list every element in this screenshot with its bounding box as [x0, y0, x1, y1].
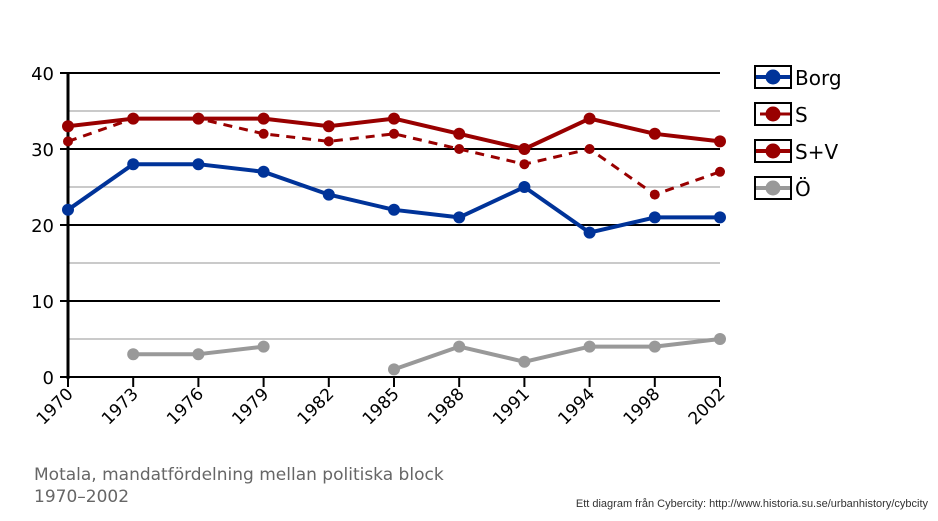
legend-label: Ö [795, 177, 811, 201]
data-point-S+V [127, 112, 140, 125]
x-tick-label: 1979 [228, 384, 273, 429]
data-point-Borg [714, 211, 726, 224]
data-point-S [519, 159, 530, 170]
data-point-S+V [518, 143, 531, 155]
data-point-S [649, 189, 660, 200]
data-point-S+V [62, 120, 74, 133]
data-point-S [584, 144, 595, 154]
x-tick-label: 1973 [98, 384, 143, 429]
series-line-Borg [66, 162, 720, 235]
data-point-Borg [322, 188, 335, 201]
data-point-S+V [583, 112, 596, 125]
data-point-Borg [453, 211, 466, 224]
data-point-Ö [518, 355, 531, 368]
data-point-S [258, 128, 269, 139]
data-point-Borg [192, 158, 205, 171]
x-tick-label: 1982 [294, 384, 339, 429]
data-point-Ö [257, 340, 270, 353]
y-tick-label: 30 [31, 140, 54, 161]
legend-marker [765, 106, 781, 122]
legend-label: S+V [795, 140, 838, 164]
data-point-Borg [518, 181, 531, 193]
data-point-Borg [388, 203, 400, 216]
legend-marker [765, 180, 781, 196]
x-tick-label: 1991 [489, 384, 534, 429]
data-point-Ö [127, 348, 140, 361]
data-point-Borg [648, 211, 661, 224]
data-point-Borg [257, 165, 270, 178]
x-tick-label: 1994 [554, 384, 599, 429]
data-point-Borg [62, 203, 74, 216]
data-point-S+V [322, 120, 335, 133]
x-tick-label: 2002 [685, 384, 730, 429]
data-point-Borg [583, 226, 596, 239]
chart-caption: Motala, mandatfördelning mellan politisk… [34, 465, 444, 507]
x-tick-label: 1976 [163, 384, 208, 429]
x-tick-label: 1985 [359, 384, 404, 429]
data-point-Ö [583, 340, 596, 353]
legend-label: Borg [795, 66, 842, 90]
data-point-S [323, 136, 334, 147]
data-point-Ö [648, 340, 661, 353]
x-tick-label: 1998 [620, 384, 665, 429]
data-point-S+V [257, 112, 270, 125]
legend-marker [765, 143, 781, 159]
legend-label: S [795, 103, 808, 127]
data-point-S+V [192, 112, 205, 125]
y-tick-label: 40 [31, 64, 54, 85]
data-point-S [63, 136, 73, 147]
data-point-Ö [192, 348, 205, 361]
data-point-Ö [453, 340, 466, 353]
data-point-S [715, 166, 725, 177]
x-tick-label: 1970 [33, 384, 78, 429]
data-point-Ö [388, 363, 400, 376]
data-point-S [454, 144, 465, 154]
data-point-S+V [388, 112, 400, 125]
y-tick-label: 0 [43, 368, 54, 389]
data-point-Borg [127, 158, 140, 171]
data-point-S+V [714, 135, 726, 148]
data-point-S+V [453, 127, 466, 140]
data-point-Ö [714, 333, 726, 345]
y-tick-label: 20 [31, 216, 54, 237]
data-point-S [389, 128, 399, 139]
x-tick-label: 1988 [424, 384, 469, 429]
credit-text: Ett diagram från Cybercity: http://www.h… [575, 498, 928, 510]
series-line-Ö [393, 337, 721, 372]
y-tick-label: 10 [31, 292, 54, 313]
data-point-S+V [648, 127, 661, 140]
legend-marker [765, 69, 781, 85]
